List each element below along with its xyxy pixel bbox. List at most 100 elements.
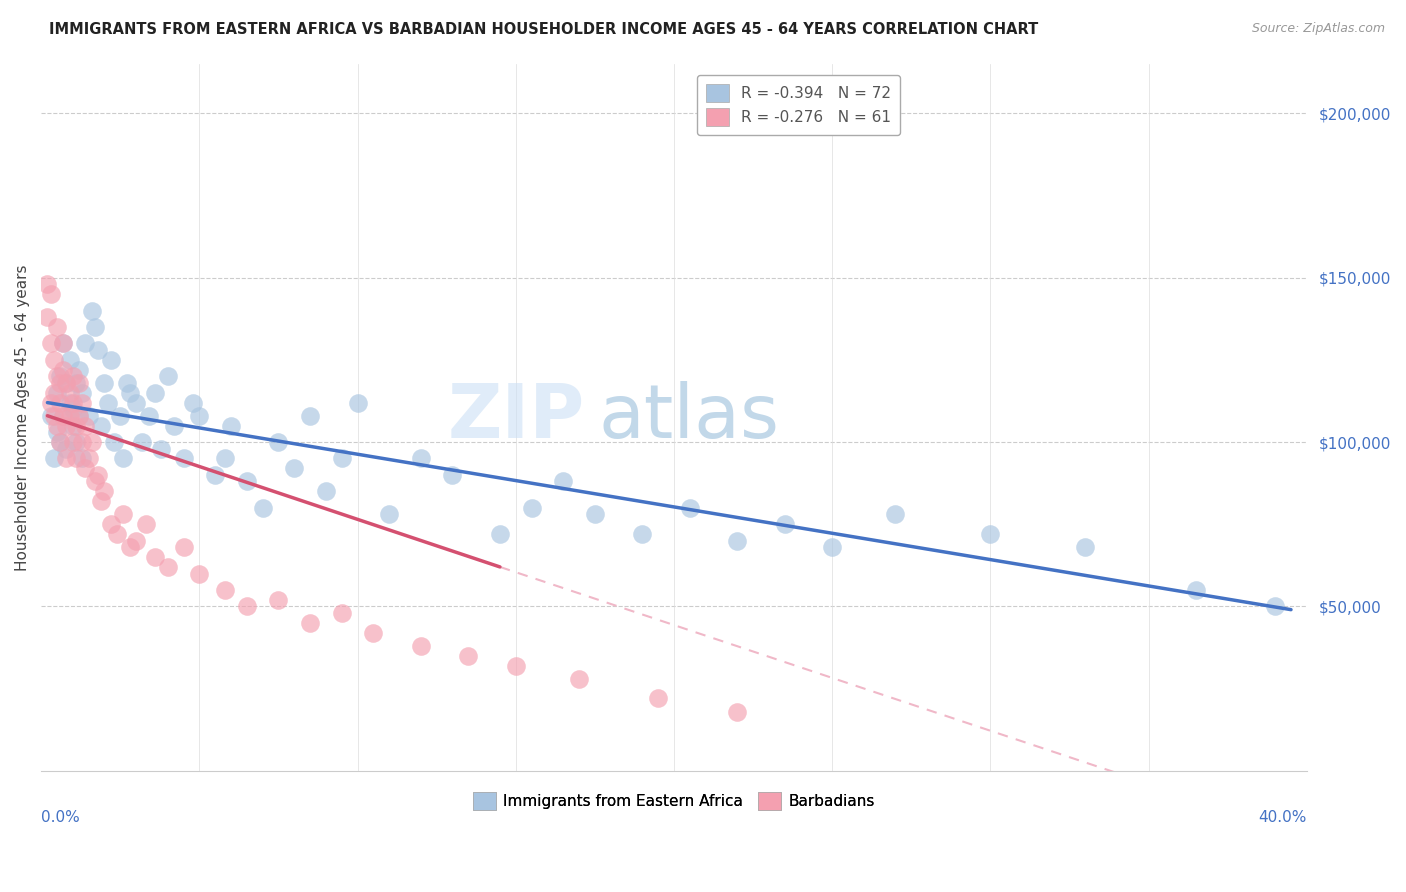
Point — [150, 442, 173, 456]
Point — [75, 336, 97, 351]
Point — [156, 560, 179, 574]
Point — [409, 639, 432, 653]
Point — [55, 418, 77, 433]
Point — [37, 310, 59, 325]
Point — [979, 527, 1001, 541]
Point — [188, 409, 211, 423]
Point — [52, 336, 75, 351]
Point — [87, 343, 110, 357]
Point — [110, 409, 132, 423]
Point — [1074, 540, 1097, 554]
Point — [49, 435, 72, 450]
Point — [457, 648, 479, 663]
Point — [143, 550, 166, 565]
Point — [49, 435, 72, 450]
Point — [409, 451, 432, 466]
Point — [173, 540, 195, 554]
Point — [55, 451, 77, 466]
Legend: Immigrants from Eastern Africa, Barbadians: Immigrants from Eastern Africa, Barbadia… — [467, 786, 882, 816]
Point — [55, 376, 77, 390]
Point — [105, 527, 128, 541]
Point — [267, 435, 290, 450]
Point — [1185, 582, 1208, 597]
Point — [173, 451, 195, 466]
Point — [631, 527, 654, 541]
Text: atlas: atlas — [598, 381, 779, 454]
Point — [125, 533, 148, 548]
Point — [70, 395, 93, 409]
Point — [252, 500, 274, 515]
Point — [70, 451, 93, 466]
Point — [267, 592, 290, 607]
Point — [138, 409, 160, 423]
Point — [219, 418, 242, 433]
Point — [62, 435, 84, 450]
Point — [773, 517, 796, 532]
Point — [67, 409, 90, 423]
Point — [62, 418, 84, 433]
Point — [118, 540, 141, 554]
Point — [52, 409, 75, 423]
Point — [315, 484, 337, 499]
Point — [299, 409, 322, 423]
Point — [42, 451, 65, 466]
Point — [679, 500, 702, 515]
Point — [163, 418, 186, 433]
Point — [67, 376, 90, 390]
Point — [346, 395, 368, 409]
Point — [378, 508, 401, 522]
Point — [363, 625, 385, 640]
Point — [583, 508, 606, 522]
Text: 40.0%: 40.0% — [1258, 810, 1306, 824]
Text: 0.0%: 0.0% — [41, 810, 80, 824]
Point — [283, 461, 305, 475]
Point — [214, 451, 236, 466]
Point — [42, 352, 65, 367]
Point — [42, 409, 65, 423]
Point — [45, 425, 67, 439]
Point — [125, 395, 148, 409]
Point — [112, 508, 135, 522]
Point — [236, 475, 259, 489]
Point — [45, 320, 67, 334]
Point — [647, 691, 669, 706]
Point — [93, 484, 115, 499]
Point — [70, 385, 93, 400]
Point — [70, 435, 93, 450]
Point — [118, 385, 141, 400]
Point — [77, 451, 100, 466]
Point — [58, 385, 80, 400]
Point — [100, 352, 122, 367]
Point — [52, 409, 75, 423]
Point — [135, 517, 157, 532]
Point — [49, 395, 72, 409]
Point — [489, 527, 512, 541]
Point — [42, 385, 65, 400]
Point — [553, 475, 575, 489]
Point — [45, 385, 67, 400]
Point — [62, 402, 84, 417]
Point — [39, 336, 62, 351]
Point — [45, 418, 67, 433]
Point — [725, 705, 748, 719]
Point — [75, 418, 97, 433]
Point — [299, 615, 322, 630]
Point — [52, 336, 75, 351]
Point — [58, 352, 80, 367]
Point — [39, 395, 62, 409]
Point — [67, 362, 90, 376]
Point — [77, 409, 100, 423]
Point — [80, 435, 103, 450]
Point — [236, 599, 259, 614]
Point — [80, 303, 103, 318]
Point — [62, 395, 84, 409]
Point — [103, 435, 125, 450]
Point — [55, 442, 77, 456]
Point — [62, 369, 84, 384]
Point — [37, 277, 59, 292]
Point — [55, 376, 77, 390]
Point — [83, 475, 105, 489]
Point — [49, 376, 72, 390]
Point — [115, 376, 138, 390]
Point — [58, 395, 80, 409]
